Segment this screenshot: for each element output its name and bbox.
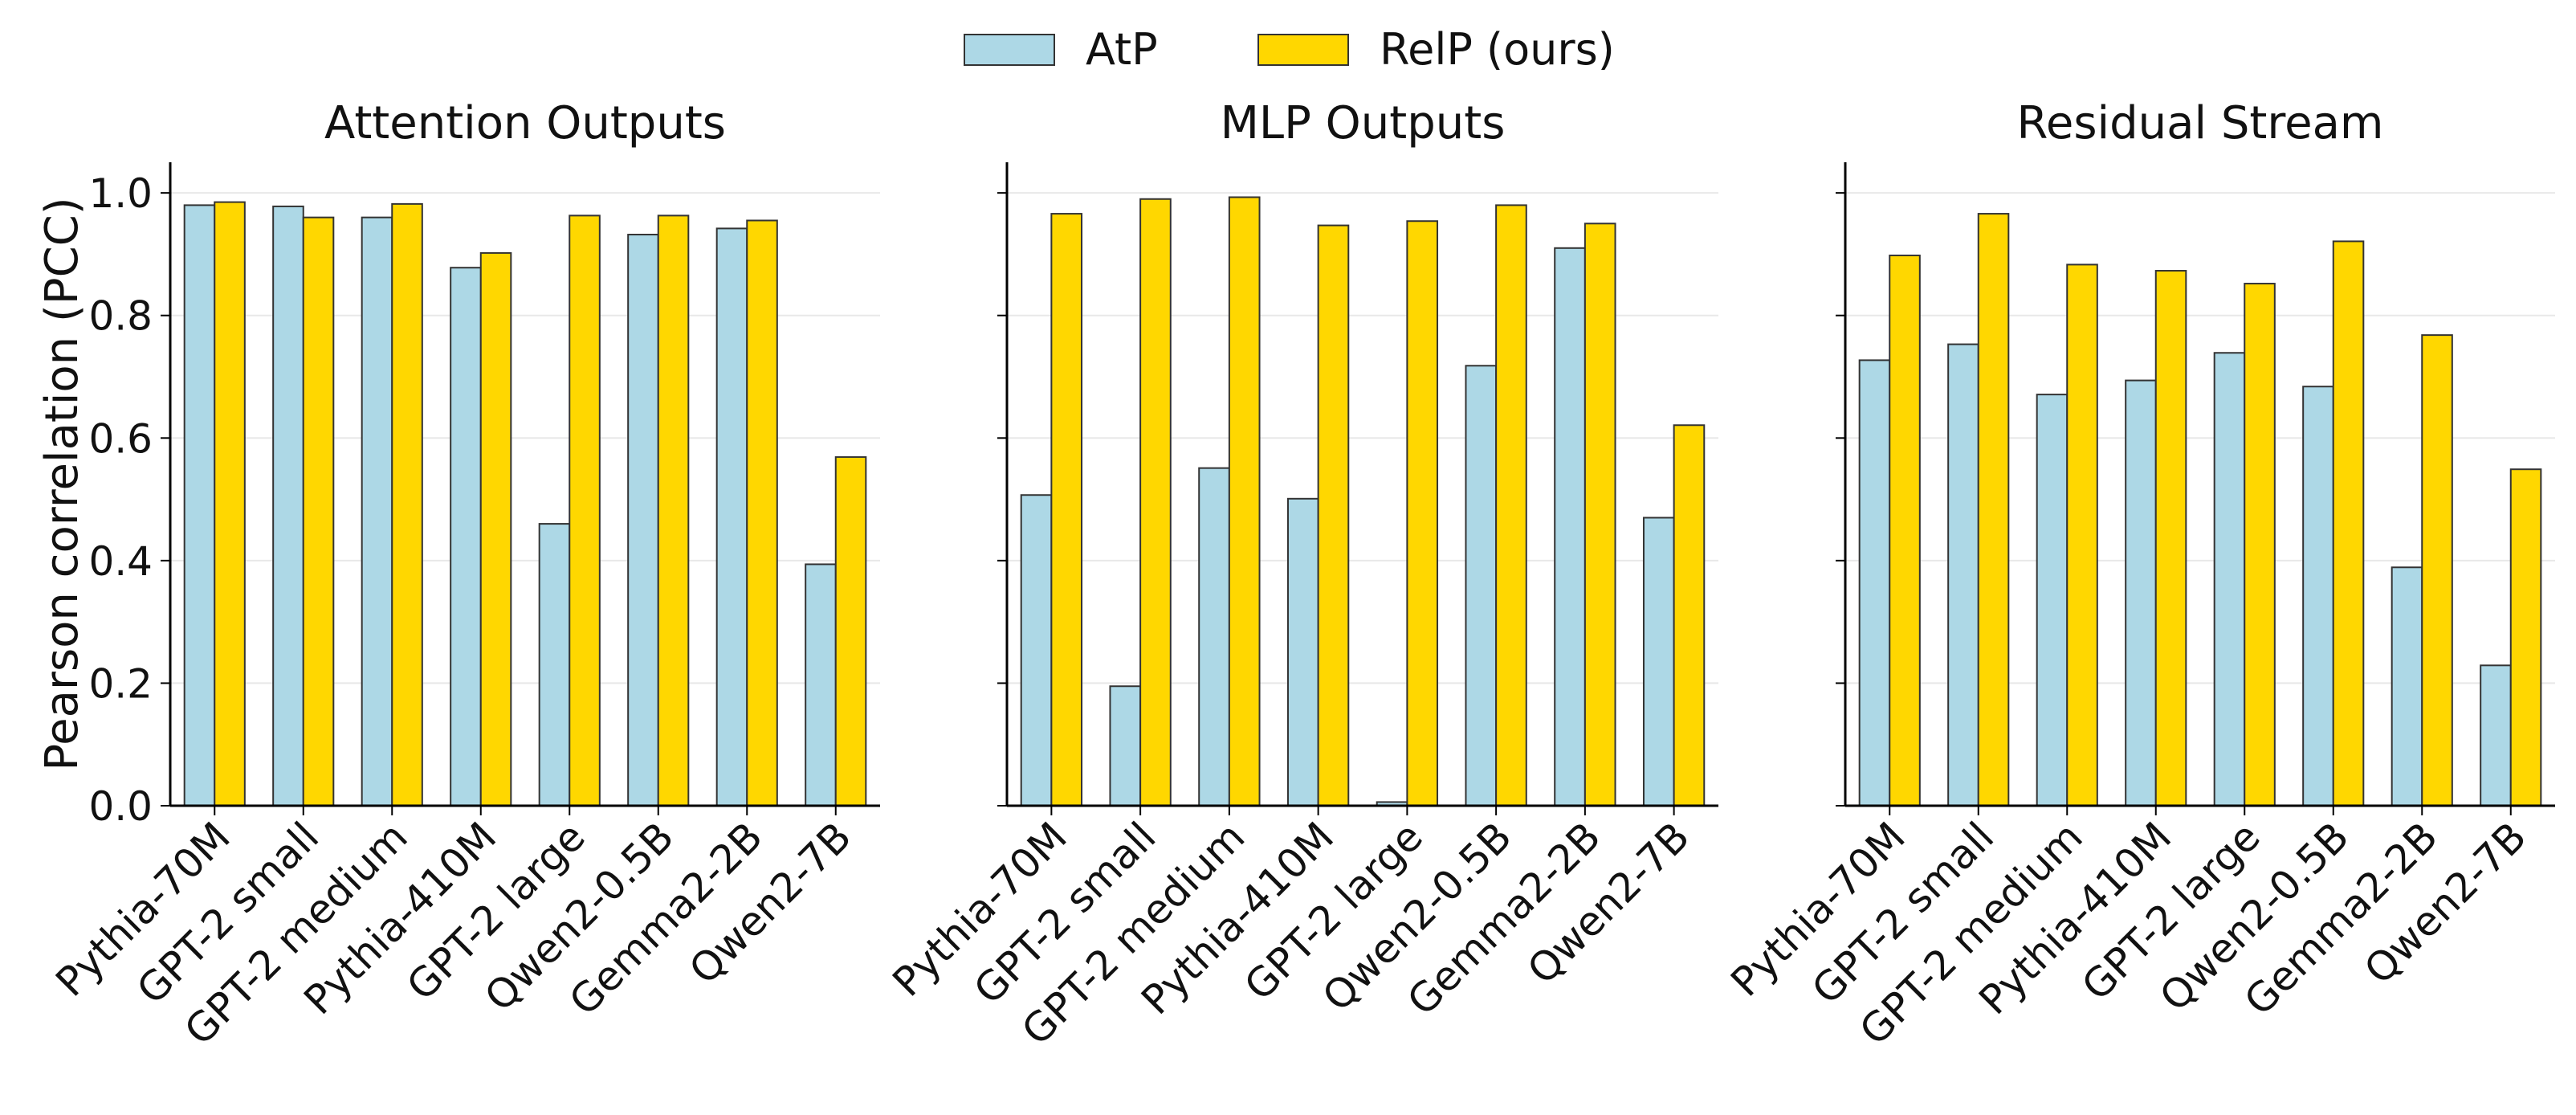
bar-relp [1406,220,1439,807]
bar-relp [1673,424,1706,807]
bar-relp [1889,254,1921,807]
bar-relp [746,219,778,807]
bar-relp [2509,468,2542,807]
chart-title: MLP Outputs [1221,97,1506,149]
bar-atp [805,563,837,807]
bar-atp [450,267,482,807]
bar-atp [627,234,659,807]
bar-atp [2213,352,2246,807]
bar-relp [657,214,690,807]
legend-label-relp: RelP (ours) [1380,24,1615,75]
bar-atp [715,227,748,807]
y-tick-label: 0.8 [88,293,153,340]
chart-title: Residual Stream [2017,97,2384,149]
bar-relp [834,455,867,807]
bar-atp [183,204,216,807]
y-axis-label: Pearson correlation (PCC) [36,197,88,770]
bar-atp [1465,365,1498,807]
bar-relp [1050,213,1083,807]
bar-atp [2036,394,2069,807]
bar-atp [1642,517,1675,807]
legend-item-relp: RelP (ours) [1257,24,1615,75]
bar-relp [569,214,601,807]
bar-relp [2066,263,2098,807]
y-tick-label: 0.6 [88,415,153,462]
bar-relp [214,201,246,807]
bar-relp [2421,334,2453,807]
bar-atp [2391,566,2423,807]
bar-atp [538,523,571,807]
chart-legend: AtP RelP (ours) [0,0,2576,96]
bar-relp [1139,198,1172,807]
bar-atp [1109,685,1142,807]
bar-relp [479,251,512,807]
bar-relp [1977,213,2010,807]
bar-relp [2154,270,2187,807]
bar-atp [1286,497,1319,807]
y-tick-label: 0.0 [88,783,153,830]
bar-atp [1554,247,1586,807]
bar-relp [2244,283,2276,807]
bar-atp [2302,386,2334,807]
chart-title: Attention Outputs [324,97,726,149]
bar-atp [2125,379,2157,807]
bar-relp [1584,223,1616,807]
legend-item-atp: AtP [964,24,1158,75]
bar-relp [302,216,335,807]
bar-atp [1198,467,1230,807]
bar-atp [361,216,393,807]
bar-relp [1228,196,1261,807]
legend-swatch-atp [964,33,1055,66]
bar-atp [2480,664,2512,807]
bar-atp [272,205,304,807]
bar-atp [1858,359,1891,807]
bar-relp [1495,204,1527,807]
bar-relp [2332,240,2365,807]
y-tick-label: 1.0 [88,170,153,217]
legend-label-atp: AtP [1086,24,1158,75]
y-tick-label: 0.2 [88,660,153,707]
y-tick-label: 0.4 [88,538,153,585]
legend-swatch-relp [1257,33,1349,66]
bar-relp [1317,224,1350,807]
bar-atp [1947,343,1979,807]
bar-atp [1020,494,1053,807]
bar-relp [391,202,423,807]
